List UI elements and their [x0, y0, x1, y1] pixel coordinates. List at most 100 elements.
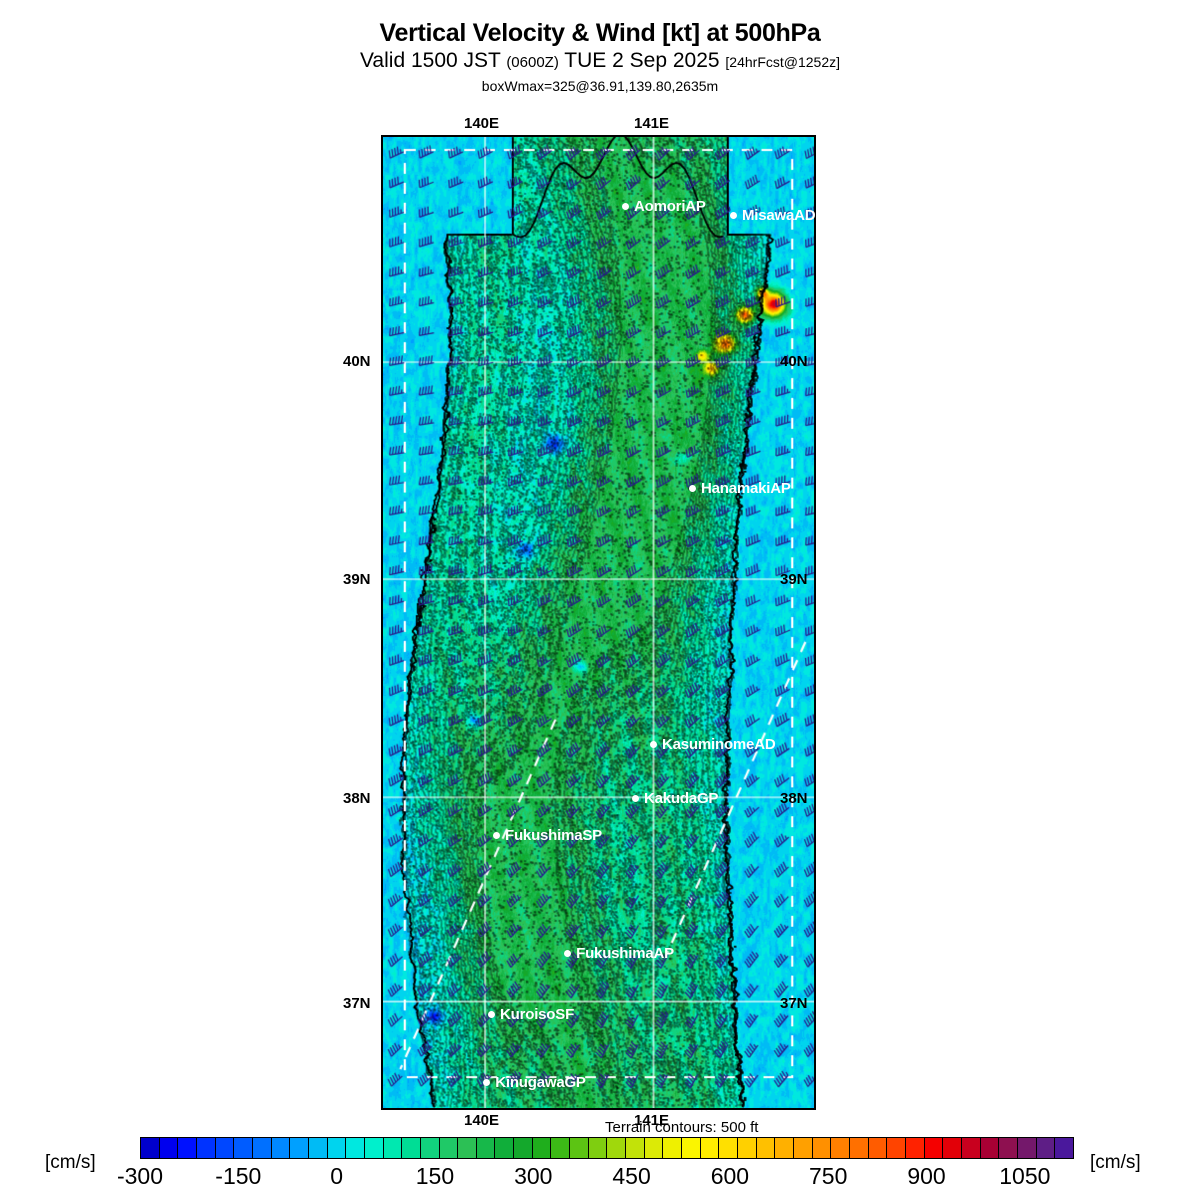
colorbar-cell	[420, 1138, 440, 1158]
colorbar-cell	[402, 1138, 421, 1158]
station-dot-icon	[730, 211, 737, 219]
colorbar-cell	[980, 1138, 1000, 1158]
station-marker-kuroisosf[interactable]: KuroisoSF	[488, 1006, 574, 1023]
station-dot-icon	[564, 950, 572, 957]
colorbar-cell	[570, 1138, 589, 1158]
colorbar-cell	[159, 1138, 179, 1158]
colorbar-cell	[327, 1138, 347, 1158]
station-label: FukushimaSP	[505, 827, 602, 845]
lat-tick-label-right: 40N	[780, 353, 808, 370]
colorbar-tick-label: 300	[514, 1163, 553, 1189]
station-label: KinugawaGP	[495, 1073, 586, 1091]
forecast-tag: [24hrFcst@1252z]	[725, 54, 841, 70]
colorbar-cell	[887, 1138, 906, 1158]
lat-tick-label-left: 40N	[343, 353, 371, 370]
station-marker-hanamakiap[interactable]: HanamakiAP	[688, 479, 791, 497]
map-panel[interactable]	[381, 135, 816, 1110]
station-dot-icon	[621, 202, 629, 210]
colorbar-cell	[849, 1138, 869, 1158]
station-dot-icon	[488, 1010, 495, 1018]
station-label: HanamakiAP	[700, 479, 791, 497]
valid-time-utc: (0600Z)	[506, 54, 559, 71]
station-marker-kasuminomead[interactable]: KasuminomeAD	[650, 735, 776, 753]
colorbar-cell	[607, 1138, 627, 1158]
station-dot-icon	[688, 484, 696, 492]
colorbar-cell	[1036, 1138, 1056, 1158]
colorbar-cell	[868, 1138, 888, 1158]
lat-tick-label-right: 38N	[780, 790, 808, 807]
colorbar-cell	[644, 1138, 664, 1158]
station-label: KakudaGP	[643, 789, 719, 807]
colorbar-cell	[178, 1138, 197, 1158]
valid-time-line: Valid 1500 JST (0600Z) TUE 2 Sep 2025 [2…	[0, 48, 1200, 76]
lon-tick-label-top: 140E	[464, 115, 500, 132]
lon-tick-label-bottom: 141E	[634, 1112, 670, 1129]
terrain-contour-note: Terrain contours: 500 ft	[605, 1119, 759, 1136]
colorbar-cell	[271, 1138, 291, 1158]
station-label: KuroisoSF	[500, 1005, 575, 1023]
station-marker-misawaad[interactable]: MisawaAD	[730, 206, 816, 224]
colorbar-cell	[476, 1138, 496, 1158]
colorbar-unit-left: [cm/s]	[45, 1152, 96, 1173]
station-marker-fukushimaap[interactable]: FukushimaAP	[564, 945, 674, 962]
station-label: AomoriAP	[633, 197, 706, 215]
page-title: Vertical Velocity & Wind [kt] at 500hPa	[379, 19, 821, 47]
colorbar-cell	[756, 1138, 776, 1158]
colorbar-cell	[905, 1138, 925, 1158]
colorbar-cell	[719, 1138, 738, 1158]
station-dot-icon	[650, 740, 657, 748]
colorbar-cell	[831, 1138, 850, 1158]
colorbar-cell	[793, 1138, 813, 1158]
colorbar-cell	[215, 1138, 235, 1158]
colorbar-cell	[738, 1138, 757, 1158]
station-label: MisawaAD	[742, 206, 816, 224]
boxwmax-line: boxWmax=325@36.91,139.80,2635m	[481, 78, 719, 94]
colorbar-cell	[196, 1138, 216, 1158]
vertical-velocity-field	[383, 137, 814, 1108]
station-marker-aomoriap[interactable]: AomoriAP	[621, 197, 706, 215]
colorbar-tick-label: -300	[116, 1163, 164, 1189]
lat-tick-label-left: 39N	[343, 571, 371, 588]
station-marker-kinugawagp[interactable]: KinugawaGP	[483, 1074, 586, 1091]
colorbar-cell	[364, 1138, 384, 1158]
colorbar-cell	[234, 1138, 253, 1158]
colorbar-cell	[308, 1138, 328, 1158]
colorbar[interactable]	[140, 1137, 1074, 1159]
colorbar-cell	[999, 1138, 1018, 1158]
colorbar-cell	[961, 1138, 981, 1158]
colorbar-cell	[252, 1138, 272, 1158]
colorbar-cell	[775, 1138, 794, 1158]
colorbar-cell	[1055, 1138, 1073, 1158]
station-dot-icon	[483, 1078, 491, 1086]
colorbar-tick-label: 450	[612, 1163, 651, 1189]
colorbar-cell	[663, 1138, 683, 1158]
station-label: KasuminomeAD	[662, 735, 776, 753]
colorbar-cell	[383, 1138, 403, 1158]
lat-tick-label-left: 38N	[343, 790, 371, 807]
lon-tick-label-top: 141E	[634, 115, 670, 132]
station-marker-kakudagp[interactable]: KakudaGP	[631, 789, 719, 807]
colorbar-cell	[943, 1138, 962, 1158]
colorbar-cell	[290, 1138, 309, 1158]
colorbar-cell	[682, 1138, 701, 1158]
colorbar-unit-right: [cm/s]	[1090, 1152, 1141, 1173]
station-marker-fukushimasp[interactable]: FukushimaSP	[493, 827, 602, 844]
colorbar-tick-label: 0	[330, 1163, 344, 1189]
colorbar-cell	[439, 1138, 459, 1158]
colorbar-cell	[458, 1138, 477, 1158]
lat-tick-label-right: 37N	[780, 995, 808, 1013]
colorbar-cell	[346, 1138, 365, 1158]
title-block: Vertical Velocity & Wind [kt] at 500hPa …	[0, 18, 1200, 96]
station-dot-icon	[631, 794, 639, 802]
lat-tick-label-right: 39N	[780, 571, 808, 588]
colorbar-cell	[551, 1138, 571, 1158]
lon-tick-label-bottom: 140E	[464, 1112, 500, 1129]
valid-date: TUE 2 Sep 2025	[558, 49, 726, 72]
colorbar-cell	[812, 1138, 832, 1158]
colorbar-tick-label: 750	[809, 1163, 848, 1189]
colorbar-tick-label: 900	[907, 1163, 946, 1189]
lat-tick-label-left: 37N	[343, 995, 371, 1013]
colorbar-cell	[532, 1138, 552, 1158]
colorbar-tick-label: 600	[710, 1163, 750, 1189]
colorbar-cell	[141, 1138, 160, 1158]
